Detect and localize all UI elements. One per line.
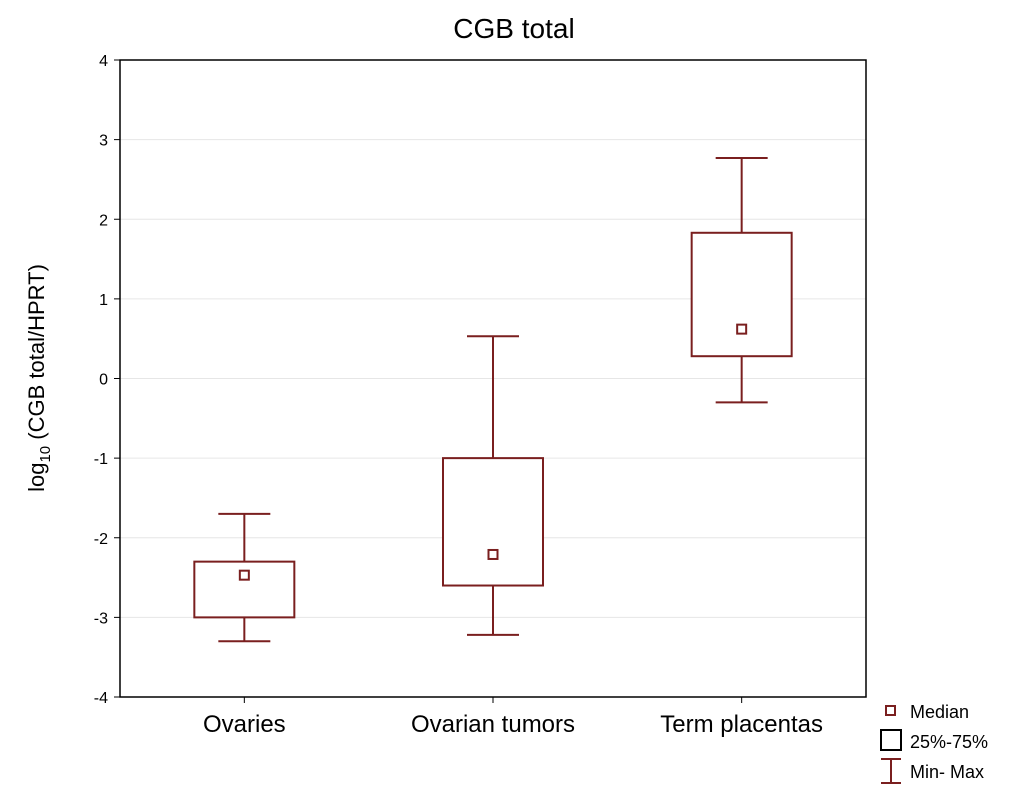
median-marker bbox=[736, 323, 748, 335]
y-axis-label-suffix: (CGB total/HPRT) bbox=[24, 264, 49, 446]
median-marker bbox=[487, 548, 499, 560]
y-tick-label: -2 bbox=[94, 531, 108, 548]
legend-box-symbol bbox=[880, 729, 902, 751]
box-group bbox=[442, 335, 544, 636]
legend-whisker-symbol bbox=[881, 758, 901, 784]
x-category-label: Ovarian tumors bbox=[411, 711, 575, 738]
iqr-box bbox=[690, 231, 793, 358]
box-layer bbox=[193, 156, 793, 643]
y-tick-label: 3 bbox=[99, 133, 108, 150]
legend-median-label: Median bbox=[910, 702, 969, 722]
y-tick-label: -3 bbox=[94, 610, 108, 627]
iqr-box bbox=[442, 457, 544, 587]
legend-whisker-label: Min- Max bbox=[910, 762, 984, 782]
x-category-label: Term placentas bbox=[660, 711, 823, 738]
legend-median-symbol bbox=[885, 705, 896, 716]
y-tick-label: -4 bbox=[94, 690, 108, 707]
tick-layer: 4 3 2 1 0 -1 -2 -3 -4 Ovaries Ovarian tumors Term p… bbox=[94, 53, 823, 738]
y-axis-label-subscript: 10 bbox=[37, 446, 54, 463]
y-tick-label: 4 bbox=[99, 53, 108, 70]
y-axis-label-prefix: log bbox=[24, 463, 49, 492]
y-tick-label: 1 bbox=[99, 292, 108, 309]
y-tick-label: 2 bbox=[99, 212, 108, 229]
y-tick-label: 0 bbox=[99, 372, 108, 389]
box-group bbox=[690, 156, 793, 404]
median-marker bbox=[238, 569, 250, 581]
y-axis-label: log10 (CGB total/HPRT) bbox=[24, 264, 54, 492]
legend-box-label: 25%-75% bbox=[910, 732, 988, 752]
y-tick-label: -1 bbox=[94, 451, 108, 468]
chart-title: CGB total bbox=[453, 13, 574, 44]
box-group bbox=[193, 512, 296, 643]
legend: Median 25%-75% Min- Max bbox=[880, 702, 988, 784]
x-category-label: Ovaries bbox=[203, 711, 286, 738]
